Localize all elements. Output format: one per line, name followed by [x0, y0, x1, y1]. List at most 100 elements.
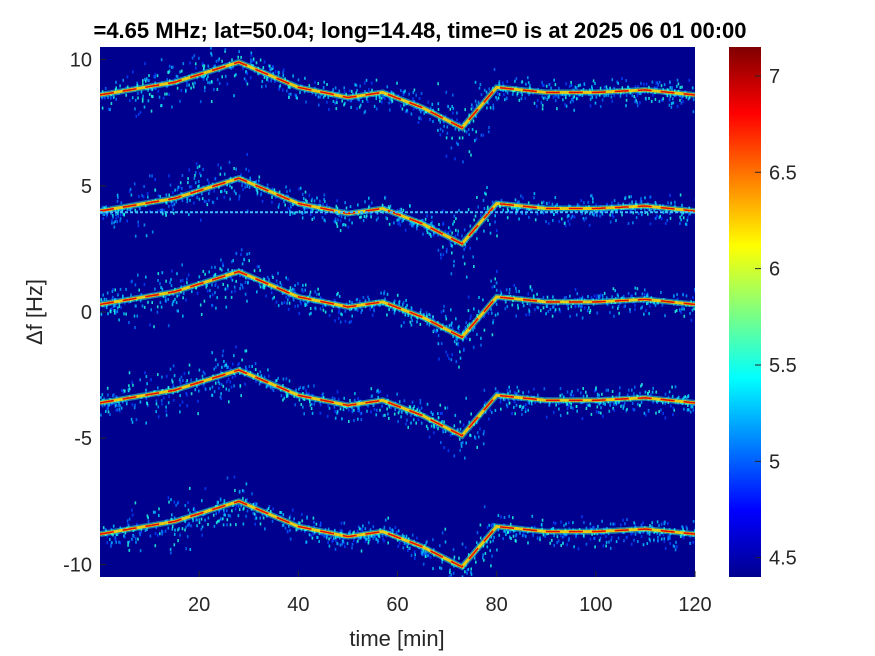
- speckle: [403, 542, 406, 545]
- speckle: [365, 78, 368, 82]
- speckle: [599, 293, 602, 297]
- speckle: [662, 401, 664, 405]
- speckle: [634, 532, 637, 536]
- speckle: [277, 376, 279, 380]
- speckle: [226, 380, 228, 384]
- speckle: [414, 556, 416, 560]
- speckle: [403, 399, 406, 403]
- speckle: [118, 407, 121, 411]
- speckle: [289, 528, 291, 532]
- speckle: [640, 92, 642, 96]
- speckle: [411, 533, 414, 537]
- speckle: [533, 196, 535, 200]
- speckle: [371, 305, 373, 309]
- speckle: [585, 407, 588, 410]
- speckle: [608, 409, 611, 413]
- speckle: [244, 292, 247, 296]
- speckle: [388, 101, 390, 105]
- speckle: [596, 311, 599, 315]
- speckle: [509, 522, 512, 526]
- speckle: [351, 301, 353, 305]
- speckle: [356, 97, 359, 101]
- speckle: [486, 525, 489, 529]
- speckle: [289, 208, 291, 212]
- speckle: [277, 271, 279, 275]
- speckle: [642, 543, 645, 547]
- speckle: [376, 408, 378, 412]
- speckle: [654, 201, 657, 204]
- speckle: [161, 271, 164, 275]
- speckle: [351, 410, 354, 414]
- speckle: [249, 76, 252, 80]
- speckle: [335, 98, 338, 102]
- speckle: [566, 390, 569, 394]
- speckle: [595, 203, 597, 207]
- speckle: [458, 208, 460, 212]
- speckle: [227, 377, 230, 381]
- speckle: [486, 545, 489, 549]
- speckle: [169, 367, 172, 371]
- speckle: [198, 368, 201, 372]
- speckle: [611, 99, 613, 103]
- speckle: [565, 96, 567, 100]
- speckle: [150, 308, 152, 312]
- speckle: [660, 217, 663, 221]
- speckle: [382, 414, 385, 418]
- speckle: [238, 194, 241, 198]
- speckle: [312, 516, 315, 520]
- speckle: [575, 86, 578, 90]
- speckle: [351, 408, 354, 412]
- speckle: [497, 528, 500, 532]
- speckle: [139, 207, 141, 210]
- speckle: [420, 117, 422, 121]
- speckle: [381, 100, 383, 104]
- speckle: [475, 137, 478, 141]
- speckle: [344, 101, 346, 105]
- speckle: [607, 388, 609, 392]
- speckle: [659, 214, 661, 218]
- speckle: [576, 97, 578, 101]
- speckle: [189, 185, 191, 189]
- speckle: [640, 535, 643, 539]
- speckle: [451, 251, 453, 255]
- speckle: [529, 285, 532, 289]
- speckle: [259, 516, 261, 520]
- speckle: [106, 407, 108, 411]
- speckle: [517, 389, 520, 393]
- speckle: [257, 372, 259, 376]
- speckle: [370, 410, 372, 414]
- speckle: [171, 527, 174, 531]
- speckle: [667, 201, 669, 205]
- speckle: [246, 82, 249, 86]
- speckle: [358, 105, 361, 109]
- speckle: [158, 507, 160, 511]
- speckle: [133, 406, 136, 410]
- speckle: [268, 278, 270, 282]
- speckle: [416, 408, 418, 412]
- speckle: [671, 394, 674, 398]
- speckle: [433, 423, 435, 427]
- speckle: [332, 100, 335, 103]
- speckle: [619, 523, 622, 527]
- speckle: [479, 536, 482, 540]
- speckle: [187, 177, 189, 181]
- speckle: [234, 289, 236, 293]
- speckle: [172, 398, 175, 402]
- speckle: [656, 520, 659, 524]
- speckle: [171, 378, 173, 382]
- speckle: [251, 364, 253, 368]
- speckle: [267, 506, 270, 510]
- speckle: [649, 539, 651, 543]
- speckle: [405, 298, 407, 302]
- speckle: [235, 279, 237, 283]
- speckle: [157, 373, 159, 377]
- speckle: [177, 539, 179, 543]
- speckle: [517, 306, 519, 310]
- speckle: [216, 296, 218, 300]
- speckle: [338, 536, 341, 540]
- speckle: [302, 283, 304, 287]
- speckle: [245, 482, 248, 486]
- speckle: [308, 312, 311, 316]
- speckle: [563, 395, 565, 399]
- speckle: [495, 281, 498, 285]
